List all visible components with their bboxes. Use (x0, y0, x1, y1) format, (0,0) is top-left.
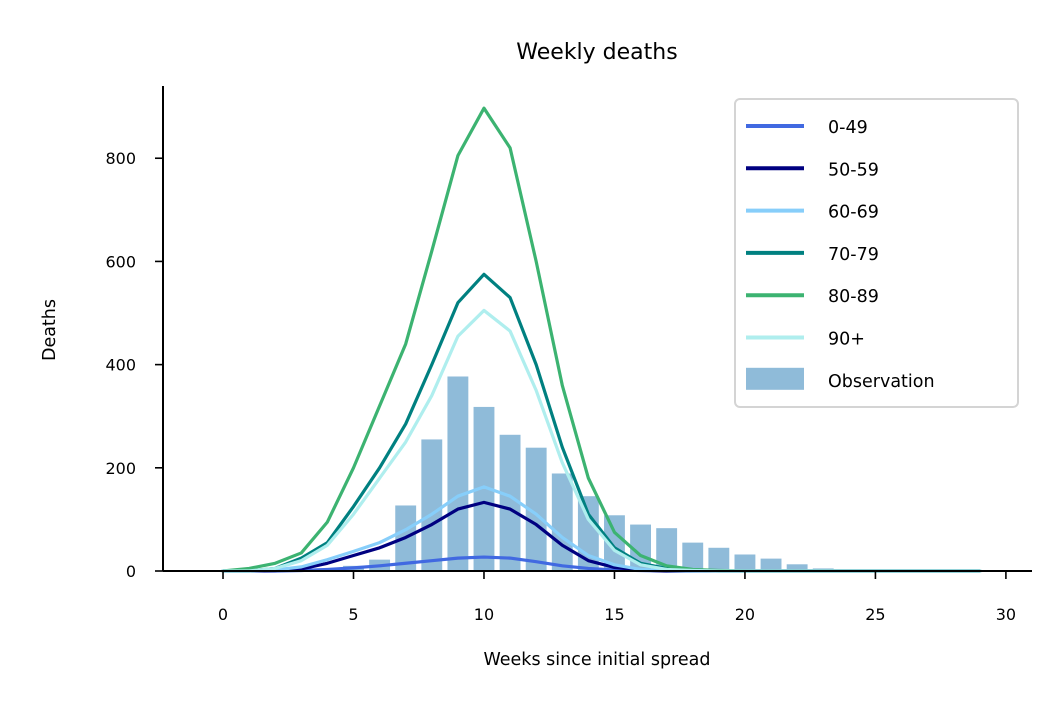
observation-bar (604, 515, 625, 571)
y-tick-label: 600 (105, 252, 136, 271)
observation-bar (525, 447, 547, 571)
legend-label: 50-59 (828, 160, 879, 180)
legend: 0-49 50-59 60-69 70-79 80-89 90+ Observation (734, 98, 1019, 408)
legend-label: 90+ (828, 330, 865, 350)
x-tick-label: 15 (604, 605, 624, 624)
legend-label: 80-89 (828, 287, 879, 307)
y-ticks: 0 200 400 600 800 (105, 149, 163, 581)
chart-title: Weekly deaths (516, 40, 677, 65)
observation-bar (499, 434, 521, 571)
legend-label: 0-49 (828, 118, 868, 138)
x-tick-label: 10 (474, 605, 494, 624)
observation-bar (551, 473, 573, 571)
x-tick-label: 5 (348, 605, 358, 624)
legend-box (734, 98, 1019, 408)
y-tick-label: 400 (105, 356, 136, 375)
observation-bar (734, 554, 756, 571)
observation-bars (264, 376, 991, 571)
x-tick-label: 25 (865, 605, 885, 624)
observation-bar (760, 558, 782, 571)
legend-label: 60-69 (828, 203, 879, 223)
x-tick-label: 20 (735, 605, 755, 624)
legend-label: 70-79 (828, 245, 879, 265)
observation-bar (656, 528, 678, 571)
x-tick-label: 0 (218, 605, 228, 624)
legend-label: Observation (828, 372, 935, 392)
y-axis-label: Deaths (40, 299, 60, 361)
observation-bar (421, 439, 443, 571)
y-tick-label: 200 (105, 459, 136, 478)
observation-bar (682, 542, 704, 571)
x-axis-label: Weeks since initial spread (484, 650, 711, 670)
observation-bar (708, 547, 730, 571)
observation-bar (786, 564, 808, 571)
x-ticks: 0 5 10 15 20 25 30 (218, 571, 1016, 624)
y-tick-label: 800 (105, 149, 136, 168)
observation-bar (447, 376, 469, 571)
legend-swatch (746, 367, 804, 390)
x-tick-label: 30 (996, 605, 1016, 624)
y-tick-label: 0 (126, 562, 136, 581)
observation-bar (473, 406, 495, 571)
